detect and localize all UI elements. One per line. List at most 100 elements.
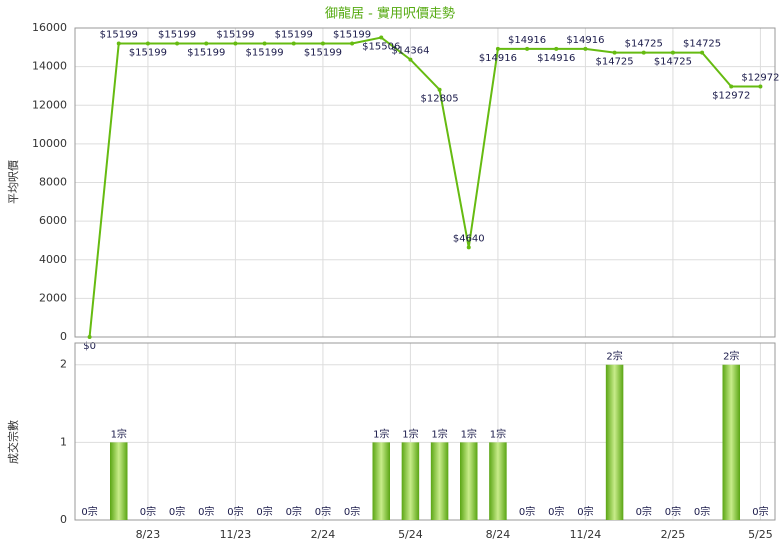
data-label: 2宗 [606,350,622,363]
data-label: $12972 [741,72,779,83]
data-label: $12972 [712,90,750,101]
bar [110,442,128,520]
data-label: 0宗 [140,505,156,518]
bar [430,442,449,520]
y-tick-label: 0 [60,330,67,343]
point [87,335,92,339]
data-label: 0宗 [694,505,710,518]
data-label: $15199 [333,29,371,40]
data-label: $4640 [453,233,485,244]
data-label: $15199 [304,47,342,58]
point [554,46,559,51]
data-label: $15199 [275,29,313,40]
y-tick-label: 6000 [39,214,67,227]
y-axis-label: 成交宗數 [6,420,20,464]
data-label: $0 [83,341,96,352]
data-label: 0宗 [577,505,593,518]
data-label: 0宗 [752,505,768,518]
y-tick-label: 16000 [32,21,67,34]
data-label: 1宗 [402,427,418,440]
y-tick-label: 2 [60,358,67,371]
data-label: $15506 [362,42,400,53]
data-label: 1宗 [111,427,127,440]
data-label: 0宗 [227,505,243,518]
x-tick-label: 8/24 [486,528,511,541]
data-label: $15199 [129,47,167,58]
bar [605,364,624,520]
data-label: $14916 [508,35,546,46]
point [204,41,209,46]
bar [372,442,390,520]
data-label: 1宗 [461,427,477,440]
data-label: 1宗 [373,427,389,440]
y-tick-label: 2000 [39,291,67,304]
data-label: $14916 [479,53,517,64]
data-label: 0宗 [665,505,681,518]
point [379,35,384,40]
point [116,41,121,46]
x-tick-label: 5/25 [748,528,773,541]
y-tick-label: 10000 [32,137,67,150]
x-tick-label: 2/24 [311,528,336,541]
data-label: 0宗 [344,505,360,518]
data-label: 0宗 [636,505,652,518]
data-label: $14916 [566,35,604,46]
data-label: 2宗 [723,350,739,363]
point [495,46,500,51]
point [291,41,296,46]
x-tick-label: 5/24 [398,528,423,541]
point [758,84,763,89]
bar [460,442,478,520]
data-label: 1宗 [490,427,506,440]
x-tick-label: 11/23 [220,528,252,541]
point [145,41,150,46]
x-tick-label: 8/23 [136,528,161,541]
x-tick-label: 2/25 [661,528,686,541]
point [525,46,530,51]
data-label: 0宗 [315,505,331,518]
data-label: $14725 [654,57,692,68]
point [670,50,675,55]
bar [722,364,740,520]
point [583,46,588,51]
point [466,245,471,250]
data-label: $14725 [683,39,721,50]
data-label: $14916 [537,53,575,64]
bar [489,442,507,520]
point [612,50,617,55]
point [320,41,325,46]
point [408,57,413,62]
y-tick-label: 4000 [39,253,67,266]
plot-frame [74,27,776,338]
chart-title: 御龍居 - 實用呎價走勢 [325,6,455,22]
point [262,41,267,46]
point [729,84,734,89]
x-tick-label: 11/24 [570,528,602,541]
data-label: $15199 [100,29,138,40]
y-tick-label: 8000 [39,176,67,189]
point [700,50,705,55]
plot-frame [74,342,776,521]
y-tick-label: 14000 [32,60,67,73]
point [437,87,442,92]
data-label: 0宗 [169,505,185,518]
bar [401,442,420,520]
point [641,50,646,55]
data-label: $12805 [420,94,458,105]
point [175,41,180,46]
data-label: $14725 [595,57,633,68]
data-label: 0宗 [519,505,535,518]
data-label: 0宗 [548,505,564,518]
y-tick-label: 0 [60,513,67,526]
data-label: $15199 [187,47,225,58]
data-label: 1宗 [431,427,447,440]
point [350,41,355,46]
y-tick-label: 1 [60,435,67,448]
price-line [88,36,761,338]
data-label: 0宗 [81,505,97,518]
y-axis-label: 平均呎價 [6,160,20,204]
data-label: $14364 [391,46,429,57]
data-label: $15199 [158,29,196,40]
y-tick-label: 12000 [32,98,67,111]
